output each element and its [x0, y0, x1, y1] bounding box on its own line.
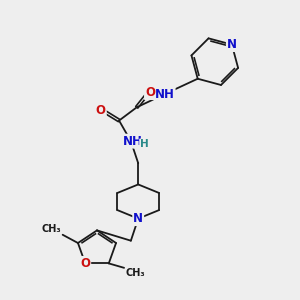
Text: O: O — [145, 86, 155, 99]
Text: H: H — [140, 139, 148, 149]
Text: CH₃: CH₃ — [126, 268, 145, 278]
Text: N: N — [227, 38, 237, 51]
Text: O: O — [80, 257, 90, 270]
Text: O: O — [96, 104, 106, 117]
Text: CH₃: CH₃ — [41, 224, 61, 234]
Text: NH: NH — [155, 88, 175, 100]
Text: NH: NH — [122, 135, 142, 148]
Text: N: N — [133, 212, 143, 225]
